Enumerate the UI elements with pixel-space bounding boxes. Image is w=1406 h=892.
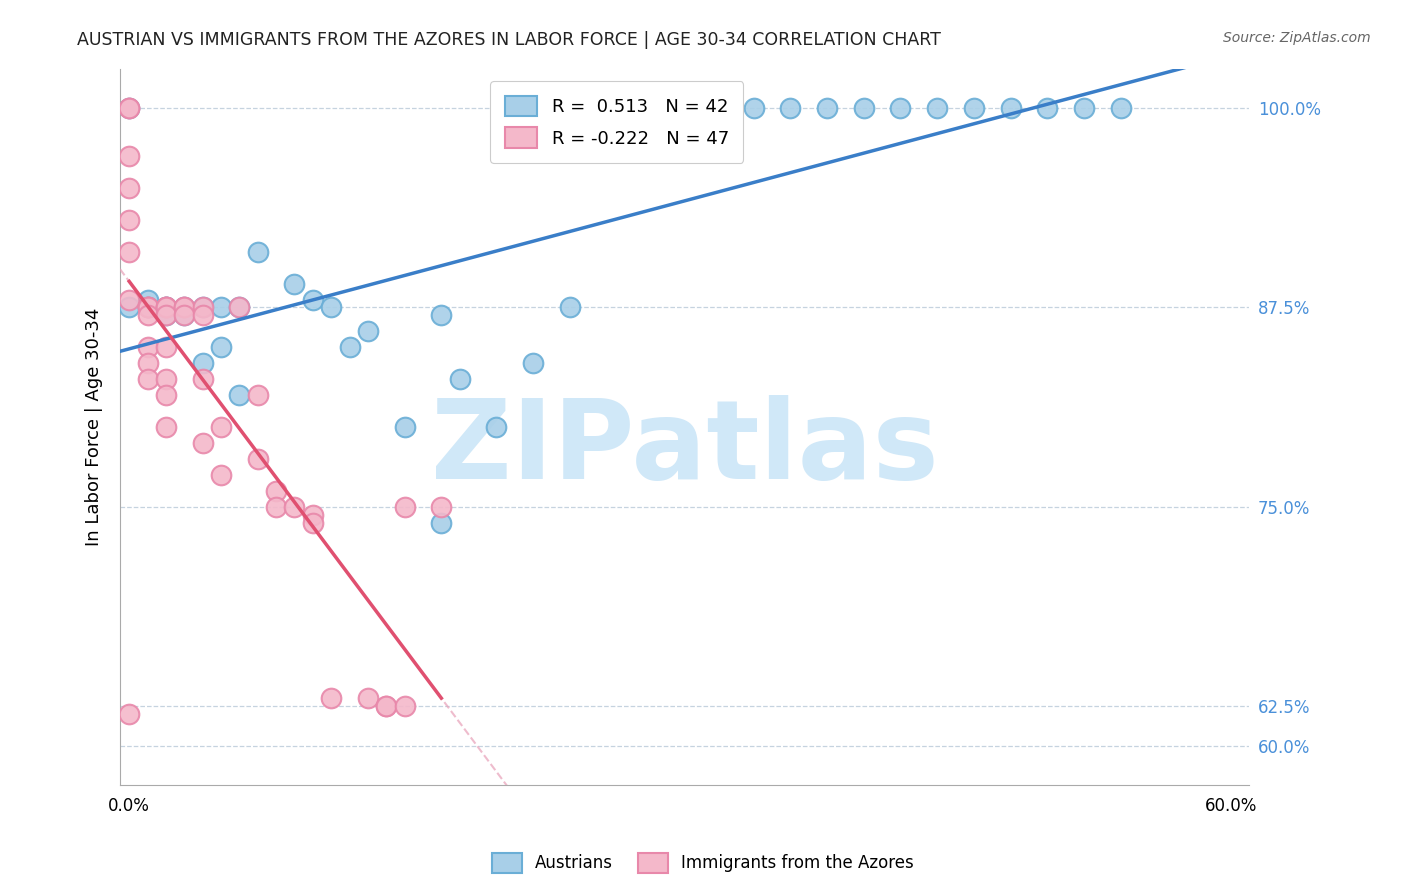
- Point: [339, 340, 361, 354]
- Point: [191, 372, 214, 386]
- Point: [173, 301, 195, 315]
- Point: [136, 372, 159, 386]
- Point: [228, 301, 250, 315]
- Point: [852, 101, 875, 115]
- Point: [173, 309, 195, 323]
- Point: [706, 101, 728, 115]
- Point: [191, 356, 214, 370]
- Point: [1036, 101, 1059, 115]
- Point: [173, 309, 195, 323]
- Point: [155, 420, 177, 434]
- Point: [118, 244, 141, 259]
- Point: [118, 706, 141, 721]
- Point: [963, 101, 986, 115]
- Point: [246, 451, 269, 466]
- Point: [118, 293, 141, 307]
- Point: [118, 101, 141, 115]
- Point: [155, 301, 177, 315]
- Point: [118, 101, 141, 115]
- Text: ZIPatlas: ZIPatlas: [430, 395, 939, 502]
- Point: [301, 293, 323, 307]
- Point: [173, 301, 195, 315]
- Point: [357, 690, 380, 705]
- Point: [449, 372, 471, 386]
- Point: [558, 301, 581, 315]
- Point: [321, 690, 343, 705]
- Point: [209, 467, 232, 482]
- Point: [430, 500, 453, 514]
- Point: [155, 301, 177, 315]
- Point: [155, 309, 177, 323]
- Point: [430, 309, 453, 323]
- Point: [118, 149, 141, 163]
- Legend: R =  0.513   N = 42, R = -0.222   N = 47: R = 0.513 N = 42, R = -0.222 N = 47: [491, 81, 744, 162]
- Point: [394, 420, 416, 434]
- Point: [209, 340, 232, 354]
- Point: [118, 181, 141, 195]
- Point: [522, 356, 544, 370]
- Point: [246, 388, 269, 402]
- Point: [228, 301, 250, 315]
- Point: [136, 356, 159, 370]
- Point: [191, 309, 214, 323]
- Point: [118, 212, 141, 227]
- Point: [136, 340, 159, 354]
- Point: [264, 500, 287, 514]
- Point: [209, 301, 232, 315]
- Point: [301, 508, 323, 522]
- Point: [228, 388, 250, 402]
- Point: [136, 301, 159, 315]
- Point: [155, 388, 177, 402]
- Point: [889, 101, 911, 115]
- Point: [394, 500, 416, 514]
- Point: [283, 500, 305, 514]
- Point: [283, 277, 305, 291]
- Point: [815, 101, 838, 115]
- Point: [1109, 101, 1132, 115]
- Point: [1000, 101, 1022, 115]
- Point: [209, 420, 232, 434]
- Point: [321, 301, 343, 315]
- Point: [430, 516, 453, 530]
- Point: [375, 698, 398, 713]
- Point: [1073, 101, 1095, 115]
- Text: AUSTRIAN VS IMMIGRANTS FROM THE AZORES IN LABOR FORCE | AGE 30-34 CORRELATION CH: AUSTRIAN VS IMMIGRANTS FROM THE AZORES I…: [77, 31, 941, 49]
- Point: [191, 301, 214, 315]
- Point: [155, 301, 177, 315]
- Point: [173, 301, 195, 315]
- Point: [264, 483, 287, 498]
- Point: [155, 372, 177, 386]
- Point: [742, 101, 765, 115]
- Point: [136, 301, 159, 315]
- Point: [375, 698, 398, 713]
- Point: [191, 436, 214, 450]
- Point: [155, 309, 177, 323]
- Point: [191, 301, 214, 315]
- Point: [136, 293, 159, 307]
- Point: [136, 301, 159, 315]
- Text: Source: ZipAtlas.com: Source: ZipAtlas.com: [1223, 31, 1371, 45]
- Point: [927, 101, 949, 115]
- Point: [136, 301, 159, 315]
- Point: [155, 301, 177, 315]
- Point: [595, 101, 617, 115]
- Point: [357, 325, 380, 339]
- Y-axis label: In Labor Force | Age 30-34: In Labor Force | Age 30-34: [86, 308, 103, 546]
- Legend: Austrians, Immigrants from the Azores: Austrians, Immigrants from the Azores: [485, 847, 921, 880]
- Point: [779, 101, 801, 115]
- Point: [118, 101, 141, 115]
- Point: [118, 301, 141, 315]
- Point: [394, 698, 416, 713]
- Point: [155, 340, 177, 354]
- Point: [485, 420, 508, 434]
- Point: [669, 101, 692, 115]
- Point: [301, 516, 323, 530]
- Point: [136, 309, 159, 323]
- Point: [246, 244, 269, 259]
- Point: [155, 301, 177, 315]
